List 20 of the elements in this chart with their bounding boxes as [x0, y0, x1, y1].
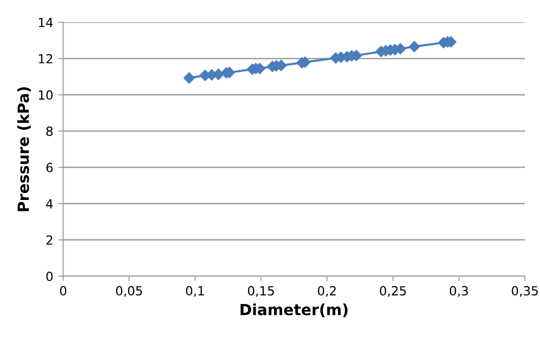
y-axis-title: Pressure (kPa)	[17, 87, 31, 212]
y-tick-label: 0	[46, 272, 53, 282]
x-tick-label: 0,3	[450, 286, 468, 297]
x-tick-label: 0,15	[248, 286, 274, 297]
y-tick-label: 8	[46, 126, 53, 136]
x-axis-title: Diameter(m)	[240, 303, 348, 318]
y-tick-label: 2	[46, 235, 52, 245]
x-tick-label: 0,05	[116, 286, 142, 297]
point	[408, 40, 420, 52]
x-tick-label: 0	[60, 286, 66, 296]
y-tick-label: 12	[38, 54, 52, 64]
x-tick-label: 0,35	[512, 286, 538, 297]
y-tick-label: 6	[46, 162, 53, 172]
y-tick-label: 14	[38, 18, 53, 28]
x-tick-label: 0,25	[380, 286, 406, 297]
point	[184, 72, 195, 84]
y-tick-label: 10	[38, 90, 53, 100]
x-tick-label: 0,2	[318, 286, 336, 297]
x-tick-label: 0,1	[186, 286, 204, 297]
y-tick-label: 4	[46, 199, 53, 208]
